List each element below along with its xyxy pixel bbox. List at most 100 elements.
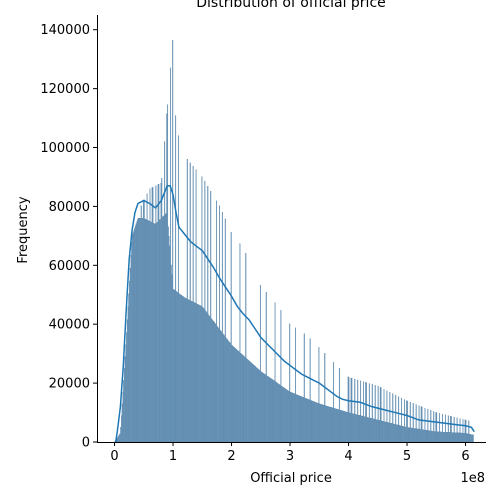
histogram-bar <box>454 432 456 443</box>
histogram-bar <box>160 182 162 443</box>
histogram-bar <box>209 316 211 443</box>
histogram-bar <box>202 306 204 443</box>
histogram-bar <box>260 371 262 443</box>
histogram-bar <box>156 222 158 443</box>
histogram-bar <box>350 377 352 443</box>
histogram-bar <box>447 415 449 443</box>
histogram-bar <box>142 201 144 443</box>
histogram-bar <box>269 377 271 443</box>
histogram-bar <box>278 384 280 443</box>
histogram-bar <box>148 220 150 443</box>
histogram-bar <box>420 406 422 443</box>
histogram-bar <box>349 412 351 443</box>
histogram-bar <box>301 396 303 443</box>
histogram-bar <box>241 354 243 443</box>
histogram-bar <box>208 315 210 443</box>
histogram-bar <box>426 430 428 443</box>
histogram-bar <box>314 401 316 443</box>
histogram-bar <box>201 176 203 443</box>
histogram-bar <box>419 429 421 443</box>
histogram-bar <box>286 389 288 443</box>
histogram-bar <box>181 295 183 443</box>
histogram-bar <box>343 411 345 443</box>
histogram-bar <box>220 330 222 443</box>
histogram-bar <box>360 380 362 443</box>
histogram-bar <box>417 428 419 443</box>
histogram-bar <box>360 415 362 443</box>
y-axis-label: Frequency <box>16 196 31 263</box>
x-tick-label: 6 <box>461 449 469 464</box>
histogram-bar <box>381 420 383 443</box>
histogram-bar <box>216 200 218 443</box>
histogram-bar <box>460 432 462 443</box>
histogram-bar <box>257 368 258 443</box>
histogram-bar <box>162 216 164 443</box>
histogram-bar <box>165 213 167 443</box>
histogram-bar <box>363 416 365 443</box>
histogram-bar <box>346 411 348 443</box>
histogram-bar <box>197 304 199 443</box>
histogram-bar <box>188 299 190 443</box>
histogram-bar <box>230 231 232 443</box>
histogram-bar <box>262 373 264 443</box>
histogram-bar <box>355 414 356 443</box>
histogram-bar <box>246 358 247 443</box>
histogram-bar <box>465 419 467 443</box>
histogram-bar <box>433 431 435 443</box>
histogram-bar <box>261 372 263 443</box>
histogram-bar <box>287 390 289 443</box>
histogram-bar <box>338 409 340 443</box>
histogram-bar <box>117 436 119 443</box>
histogram-bar <box>463 433 465 443</box>
histogram-bar <box>250 362 252 443</box>
histogram-bar <box>190 300 192 443</box>
histogram-bar <box>146 193 148 443</box>
histogram-bar <box>372 418 374 443</box>
x-tick-label: 0 <box>110 449 118 464</box>
histogram-bar <box>364 416 366 443</box>
histogram-bar <box>457 432 459 443</box>
histogram-bar <box>412 403 414 443</box>
histogram-bar <box>346 412 348 443</box>
histogram-bar <box>186 159 188 443</box>
histogram-bar <box>387 422 389 443</box>
histogram-bar <box>180 294 182 443</box>
histogram-bar <box>399 425 401 443</box>
histogram-bar <box>394 424 396 443</box>
histogram-bar <box>282 386 284 443</box>
histogram-bar <box>215 324 217 443</box>
histogram-bar <box>164 141 166 443</box>
histogram-bar <box>303 333 305 443</box>
histogram-bar <box>213 321 215 443</box>
histogram-bar <box>442 431 444 443</box>
histogram-bar <box>294 393 296 443</box>
histogram-bar <box>203 308 205 443</box>
histogram-bar <box>472 434 474 443</box>
histogram-bar <box>226 338 228 443</box>
histogram-bar <box>420 429 422 443</box>
histogram-bar <box>322 404 324 443</box>
histogram-bar <box>206 312 208 443</box>
histogram-bar <box>232 346 234 443</box>
histogram-bar <box>125 344 127 443</box>
histogram-bar <box>287 390 288 443</box>
histogram-bar <box>147 220 149 443</box>
histogram-bar <box>229 343 231 443</box>
histogram-bar <box>452 432 454 443</box>
histogram-bar <box>347 376 349 443</box>
histogram-bar <box>231 345 233 443</box>
histogram-bar <box>325 405 327 443</box>
histogram-bar <box>289 323 291 443</box>
histogram-bar <box>120 427 122 443</box>
histogram-bar <box>270 378 272 443</box>
histogram-bar <box>430 410 432 443</box>
histogram-bar <box>222 333 224 443</box>
histogram-bar <box>383 389 385 443</box>
histogram-bar <box>145 219 147 443</box>
histogram-bar <box>450 416 452 443</box>
histogram-bar <box>265 292 267 443</box>
histogram-bar <box>379 420 381 443</box>
histogram-bar <box>148 220 150 443</box>
histogram-bar <box>436 412 438 443</box>
histogram-bar <box>387 422 389 443</box>
